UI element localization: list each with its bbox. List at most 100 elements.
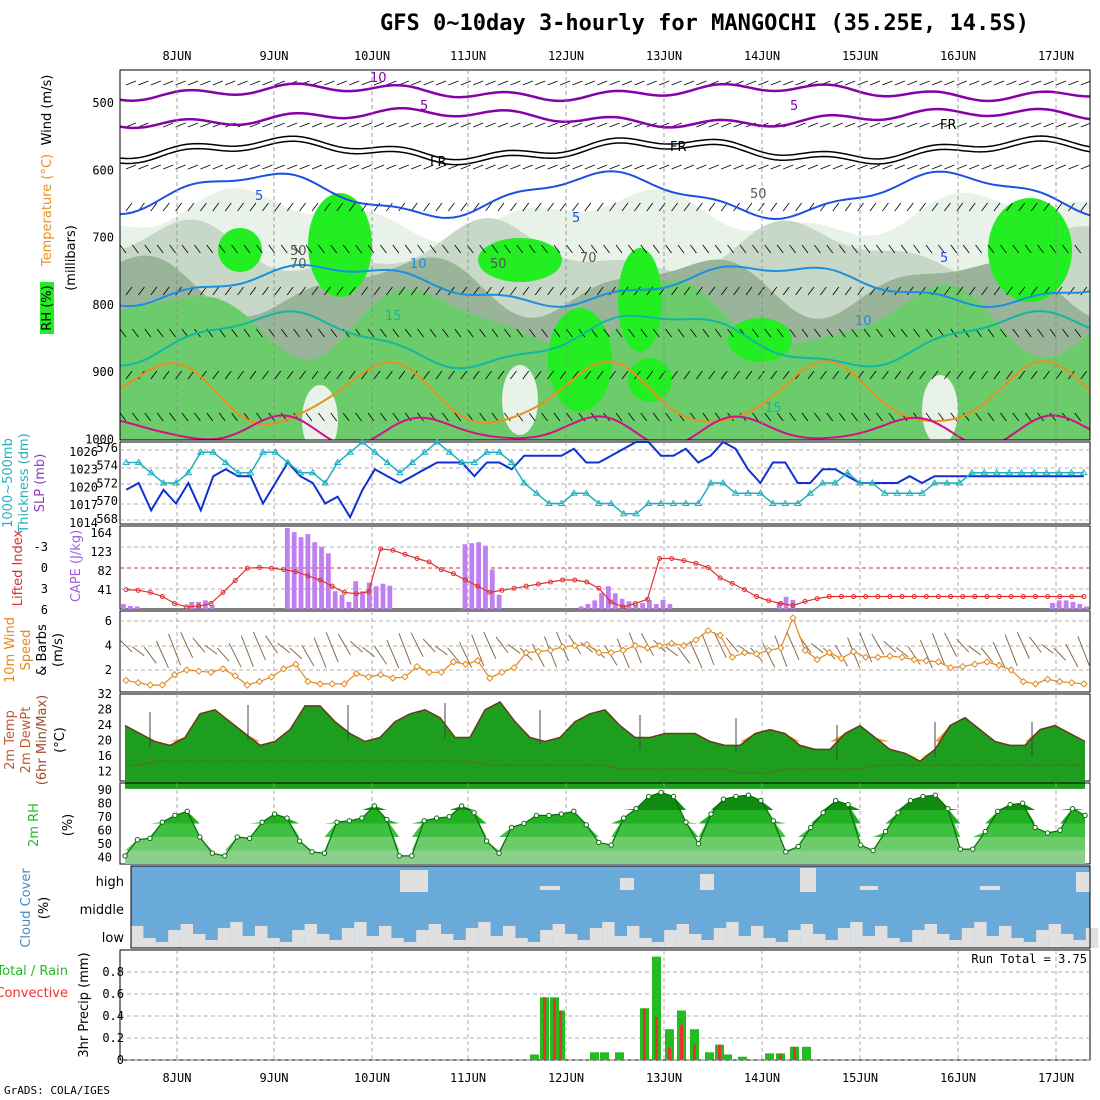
- cloud-low-bar: [887, 938, 900, 948]
- wind-speed-marker: [1055, 677, 1064, 686]
- upper-wind-barb: [156, 412, 164, 422]
- upper-wind-barb: [225, 80, 236, 86]
- upper-wind-barb: [888, 244, 896, 254]
- cape-bar: [462, 544, 468, 609]
- upper-wind-barb: [844, 202, 852, 212]
- upper-wind-barb: [392, 412, 400, 422]
- upper-wind-barb: [572, 164, 583, 170]
- upper-wind-barb: [534, 286, 542, 296]
- upper-wind-barb: [454, 412, 462, 422]
- upper-wind-barb: [745, 202, 753, 212]
- cloud-low-bar: [131, 926, 144, 948]
- upper-wind-barb: [497, 164, 509, 170]
- upper-wind-barb: [597, 164, 608, 170]
- cloud-low-bar: [837, 928, 851, 948]
- upper-wind-barb: [956, 122, 967, 128]
- upper-wind-barb: [857, 202, 864, 212]
- upper-wind-barb: [882, 122, 893, 128]
- chart-title: GFS 0~10day 3-hourly for MANGOCHI (35.25…: [380, 11, 1029, 36]
- cape-bar: [209, 604, 215, 609]
- upper-wind-barb: [708, 370, 716, 380]
- precip-total-bar: [738, 1056, 747, 1060]
- cape-y-tick-label: 82: [98, 564, 112, 578]
- upper-wind-barb: [212, 164, 223, 170]
- wind-barb: [483, 631, 497, 659]
- upper-wind-barb: [764, 244, 772, 254]
- thickness-marker: [582, 489, 591, 496]
- rh-marker: [995, 808, 1001, 815]
- upper-wind-barb: [194, 244, 201, 254]
- thickness-marker: [383, 458, 392, 465]
- temp-contour-minus10: [120, 82, 1090, 103]
- upper-wind-barb: [566, 244, 573, 254]
- cloud-level-label: high: [96, 875, 124, 890]
- upper-wind-barb: [423, 164, 434, 170]
- thickness-marker: [856, 479, 864, 486]
- li-marker: [984, 594, 990, 600]
- upper-wind-barb: [120, 244, 127, 254]
- li-marker: [657, 556, 663, 562]
- wind-speed-marker: [958, 662, 967, 671]
- li-marker: [778, 600, 784, 606]
- thickness-marker: [1005, 468, 1014, 476]
- li-marker: [499, 587, 505, 593]
- thickness-y-tick-label: 568: [96, 512, 118, 526]
- thickness-marker: [806, 489, 815, 496]
- upper-wind-barb: [485, 286, 492, 296]
- upper-wind-barb: [237, 164, 248, 170]
- upper-wind-barb: [758, 80, 769, 86]
- cloud-low-bar: [403, 942, 417, 948]
- cloud-high-bar: [800, 868, 816, 892]
- li-marker: [487, 589, 493, 595]
- upper-wind-barb: [1074, 412, 1082, 422]
- rh-y-tick-label: 50: [98, 837, 112, 851]
- upper-wind-barb: [504, 328, 511, 338]
- upper-wind-barb: [993, 164, 1005, 170]
- upper-wind-barb: [981, 122, 992, 128]
- upper-wind-barb: [417, 244, 424, 254]
- upper-wind-barb: [398, 164, 409, 170]
- cape-bar: [496, 594, 502, 609]
- upper-wind-barb: [541, 328, 548, 338]
- precip-convective-bar: [718, 1044, 721, 1060]
- wind-speed-marker: [728, 653, 737, 661]
- upper-wind-barb: [274, 122, 285, 128]
- li-marker: [766, 598, 772, 604]
- thickness-marker: [545, 499, 553, 506]
- upper-wind-barb: [993, 202, 1001, 212]
- upper-wind-barb: [224, 202, 232, 212]
- thickness-marker: [408, 458, 417, 465]
- upper-wind-barb: [1006, 122, 1017, 128]
- slp-y-tick-label: 1023: [69, 463, 98, 477]
- upper-wind-barb: [845, 164, 856, 170]
- li-y-tick-label: 6: [41, 603, 48, 617]
- cloud-low-bar: [751, 926, 764, 948]
- upper-wind-barb: [559, 80, 571, 86]
- upper-wind-barb: [473, 164, 484, 170]
- upper-wind-barb: [380, 244, 387, 254]
- upper-wind-barb: [547, 286, 554, 296]
- rh-marker: [496, 850, 502, 856]
- thickness-marker: [507, 458, 516, 465]
- upper-wind-barb: [634, 80, 645, 86]
- cloud-low-bar: [639, 938, 652, 948]
- upper-wind-barb: [423, 286, 430, 296]
- upper-wind-barb: [287, 164, 298, 170]
- upper-wind-barb: [1018, 202, 1026, 212]
- cloud-low-bar: [304, 924, 317, 948]
- cloud-low-bar: [441, 934, 454, 948]
- contour-label: FR: [670, 140, 687, 155]
- cloud-high-bar: [700, 874, 714, 890]
- upper-wind-barb: [683, 286, 691, 296]
- li-marker: [438, 567, 444, 573]
- rh-marker: [957, 846, 964, 852]
- upper-wind-barb: [448, 202, 455, 212]
- upper-wind-barb: [262, 286, 269, 296]
- rh-core-bright: [478, 238, 562, 282]
- upper-y-tick-label: 500: [92, 96, 114, 110]
- upper-wind-barb: [411, 164, 422, 170]
- upper-wind-barb: [485, 202, 492, 212]
- upper-wind-barb: [628, 244, 635, 254]
- upper-wind-barb: [925, 412, 933, 422]
- upper-wind-barb: [491, 244, 499, 254]
